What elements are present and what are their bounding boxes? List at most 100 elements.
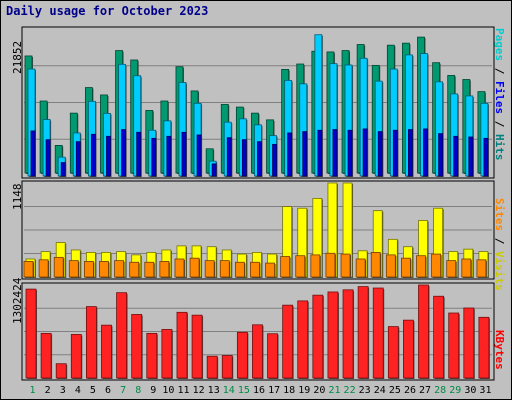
x-tick-label-20: 20 bbox=[313, 385, 325, 396]
bar-visits-sites-25 bbox=[385, 254, 396, 278]
bar-kbytes-kbytes-13 bbox=[206, 355, 218, 379]
bar-kbytes-kbytes-10 bbox=[161, 329, 173, 379]
x-tick-label-29: 29 bbox=[449, 385, 461, 396]
bar-kbytes-kbytes-23 bbox=[357, 286, 369, 379]
bar-kbytes-kbytes-7 bbox=[116, 292, 127, 379]
bar-kbytes-kbytes-21 bbox=[327, 291, 339, 379]
bar-visits-sites-5 bbox=[83, 261, 94, 278]
bar-visits-sites-4 bbox=[68, 260, 79, 278]
bar-visits-sites-17 bbox=[265, 262, 275, 278]
bar-visits-sites-1 bbox=[23, 261, 34, 278]
bar-visits-sites-14 bbox=[219, 260, 230, 278]
bar-kbytes-kbytes-15 bbox=[236, 331, 248, 379]
bar-kbytes-kbytes-11 bbox=[176, 311, 188, 379]
bar-kbytes-kbytes-9 bbox=[146, 332, 158, 379]
bar-traffic-pages-20 bbox=[317, 129, 323, 177]
bar-visits-sites-26 bbox=[401, 257, 411, 278]
bar-kbytes-kbytes-8 bbox=[131, 314, 143, 379]
x-tick-label-27: 27 bbox=[419, 385, 431, 396]
x-tick-label-4: 4 bbox=[75, 385, 81, 396]
x-tick-label-7: 7 bbox=[120, 385, 126, 396]
bar-visits-sites-3 bbox=[53, 256, 64, 278]
bar-kbytes-kbytes-1 bbox=[25, 288, 37, 379]
bar-visits-sites-11 bbox=[174, 258, 185, 278]
x-tick-label-15: 15 bbox=[238, 385, 250, 396]
x-tick-label-26: 26 bbox=[404, 385, 416, 396]
bar-kbytes-kbytes-29 bbox=[448, 312, 460, 379]
bar-traffic-pages-5 bbox=[90, 133, 96, 177]
x-tick-label-25: 25 bbox=[389, 385, 401, 396]
bar-traffic-pages-6 bbox=[106, 135, 111, 177]
x-tick-label-9: 9 bbox=[150, 385, 156, 396]
bar-kbytes-kbytes-4 bbox=[70, 334, 82, 379]
bar-visits-sites-21 bbox=[325, 252, 336, 278]
bar-traffic-pages-26 bbox=[408, 129, 413, 177]
bar-visits-sites-6 bbox=[99, 261, 109, 278]
x-tick-label-16: 16 bbox=[253, 385, 265, 396]
bar-visits-sites-29 bbox=[446, 260, 457, 278]
bar-kbytes-kbytes-24 bbox=[372, 287, 384, 379]
bar-traffic-pages-28 bbox=[438, 133, 444, 177]
bar-kbytes-kbytes-5 bbox=[85, 306, 97, 379]
bar-traffic-pages-24 bbox=[377, 131, 383, 177]
bar-visits-sites-10 bbox=[159, 261, 170, 278]
x-tick-label-24: 24 bbox=[374, 385, 386, 396]
bar-traffic-pages-25 bbox=[392, 129, 398, 177]
bar-visits-sites-12 bbox=[189, 257, 200, 278]
bar-visits-sites-24 bbox=[370, 252, 381, 278]
bar-traffic-pages-30 bbox=[468, 136, 474, 177]
bar-kbytes-kbytes-12 bbox=[191, 314, 203, 379]
bar-visits-sites-18 bbox=[280, 256, 291, 278]
bar-traffic-pages-16 bbox=[257, 141, 262, 177]
bar-kbytes-kbytes-28 bbox=[433, 295, 445, 379]
x-tick-label-13: 13 bbox=[208, 385, 220, 396]
x-tick-label-18: 18 bbox=[283, 385, 295, 396]
bar-traffic-pages-17 bbox=[272, 143, 277, 177]
bar-visits-sites-22 bbox=[340, 253, 351, 278]
bar-visits-sites-9 bbox=[144, 261, 155, 278]
bar-kbytes-kbytes-26 bbox=[403, 319, 414, 379]
bar-traffic-pages-12 bbox=[196, 134, 202, 177]
bar-kbytes-kbytes-19 bbox=[297, 300, 309, 379]
bar-traffic-pages-1 bbox=[30, 130, 36, 177]
bar-visits-sites-28 bbox=[431, 253, 442, 278]
x-tick-label-11: 11 bbox=[177, 385, 189, 396]
x-tick-label-31: 31 bbox=[479, 385, 491, 396]
bar-visits-sites-2 bbox=[38, 259, 49, 278]
bar-kbytes-kbytes-16 bbox=[252, 324, 263, 379]
bar-visits-sites-16 bbox=[250, 261, 260, 278]
x-tick-label-1: 1 bbox=[30, 385, 36, 396]
x-tick-label-8: 8 bbox=[135, 385, 141, 396]
bar-traffic-pages-13 bbox=[211, 163, 217, 177]
x-tick-label-10: 10 bbox=[162, 385, 174, 396]
x-tick-label-17: 17 bbox=[268, 385, 280, 396]
bar-kbytes-kbytes-2 bbox=[40, 332, 52, 379]
bar-traffic-pages-23 bbox=[362, 128, 368, 177]
bar-traffic-pages-4 bbox=[75, 141, 81, 177]
bar-traffic-pages-22 bbox=[347, 129, 353, 177]
chart-title: Daily usage for October 2023 bbox=[6, 4, 209, 18]
x-tick-label-6: 6 bbox=[105, 385, 111, 396]
bar-visits-sites-23 bbox=[355, 258, 366, 278]
x-tick-label-14: 14 bbox=[223, 385, 235, 396]
bar-visits-sites-20 bbox=[310, 254, 321, 278]
bar-kbytes-kbytes-3 bbox=[55, 363, 67, 379]
bar-kbytes-kbytes-17 bbox=[267, 333, 278, 379]
bar-visits-sites-15 bbox=[234, 261, 245, 278]
bar-traffic-pages-11 bbox=[181, 131, 187, 177]
bar-kbytes-kbytes-22 bbox=[342, 289, 354, 379]
x-tick-label-23: 23 bbox=[359, 385, 371, 396]
bar-traffic-pages-18 bbox=[287, 132, 293, 177]
x-tick-label-2: 2 bbox=[45, 385, 51, 396]
bar-traffic-pages-3 bbox=[60, 162, 66, 177]
bar-visits-sites-13 bbox=[204, 260, 215, 278]
bar-traffic-pages-27 bbox=[423, 128, 428, 177]
bar-traffic-pages-31 bbox=[483, 137, 489, 177]
bar-traffic-pages-21 bbox=[332, 129, 338, 177]
bar-kbytes-kbytes-25 bbox=[387, 326, 399, 379]
x-tick-label-5: 5 bbox=[90, 385, 96, 396]
x-tick-label-3: 3 bbox=[60, 385, 66, 396]
bar-kbytes-kbytes-30 bbox=[463, 307, 475, 379]
bar-visits-sites-31 bbox=[476, 259, 487, 278]
bar-traffic-pages-9 bbox=[151, 137, 157, 177]
